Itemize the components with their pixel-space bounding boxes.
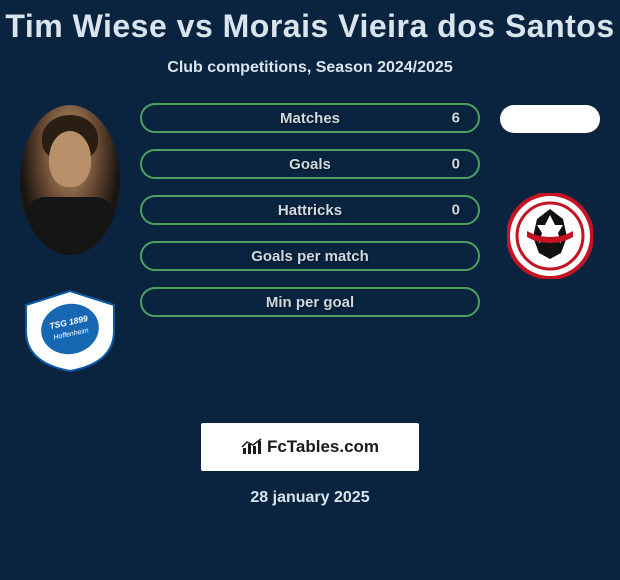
stat-value-right: 0 bbox=[452, 202, 460, 219]
stat-row-hattricks: Hattricks 0 bbox=[140, 195, 480, 225]
brand-logo-box: FcTables.com bbox=[201, 423, 419, 471]
left-player-column: TSG 1899 Hoffenheim bbox=[10, 105, 130, 373]
left-face bbox=[49, 131, 91, 187]
left-player-photo bbox=[20, 105, 120, 255]
page-title: Tim Wiese vs Morais Vieira dos Santos bbox=[0, 0, 620, 45]
stat-value-right: 6 bbox=[452, 110, 460, 127]
subtitle: Club competitions, Season 2024/2025 bbox=[0, 59, 620, 77]
stat-row-goals-per-match: Goals per match bbox=[140, 241, 480, 271]
right-player-column bbox=[490, 105, 610, 279]
stat-label: Matches bbox=[280, 110, 340, 127]
right-team-badge bbox=[507, 193, 593, 279]
stat-row-goals: Goals 0 bbox=[140, 149, 480, 179]
left-shirt bbox=[25, 197, 115, 255]
stat-row-min-per-goal: Min per goal bbox=[140, 287, 480, 317]
comparison-area: TSG 1899 Hoffenheim Matches 6 bbox=[0, 105, 620, 405]
date-label: 28 january 2025 bbox=[0, 489, 620, 507]
right-player-photo-placeholder bbox=[500, 105, 600, 133]
stat-label: Hattricks bbox=[278, 202, 342, 219]
stats-list: Matches 6 Goals 0 Hattricks 0 Goals per … bbox=[140, 103, 480, 333]
stat-label: Goals bbox=[289, 156, 331, 173]
stat-label: Goals per match bbox=[251, 248, 369, 265]
left-team-badge: TSG 1899 Hoffenheim bbox=[20, 289, 120, 373]
stat-row-matches: Matches 6 bbox=[140, 103, 480, 133]
chart-icon bbox=[241, 438, 263, 456]
stat-label: Min per goal bbox=[266, 294, 354, 311]
brand-name: FcTables.com bbox=[267, 437, 379, 457]
brand-logo: FcTables.com bbox=[241, 437, 379, 457]
stat-value-right: 0 bbox=[452, 156, 460, 173]
